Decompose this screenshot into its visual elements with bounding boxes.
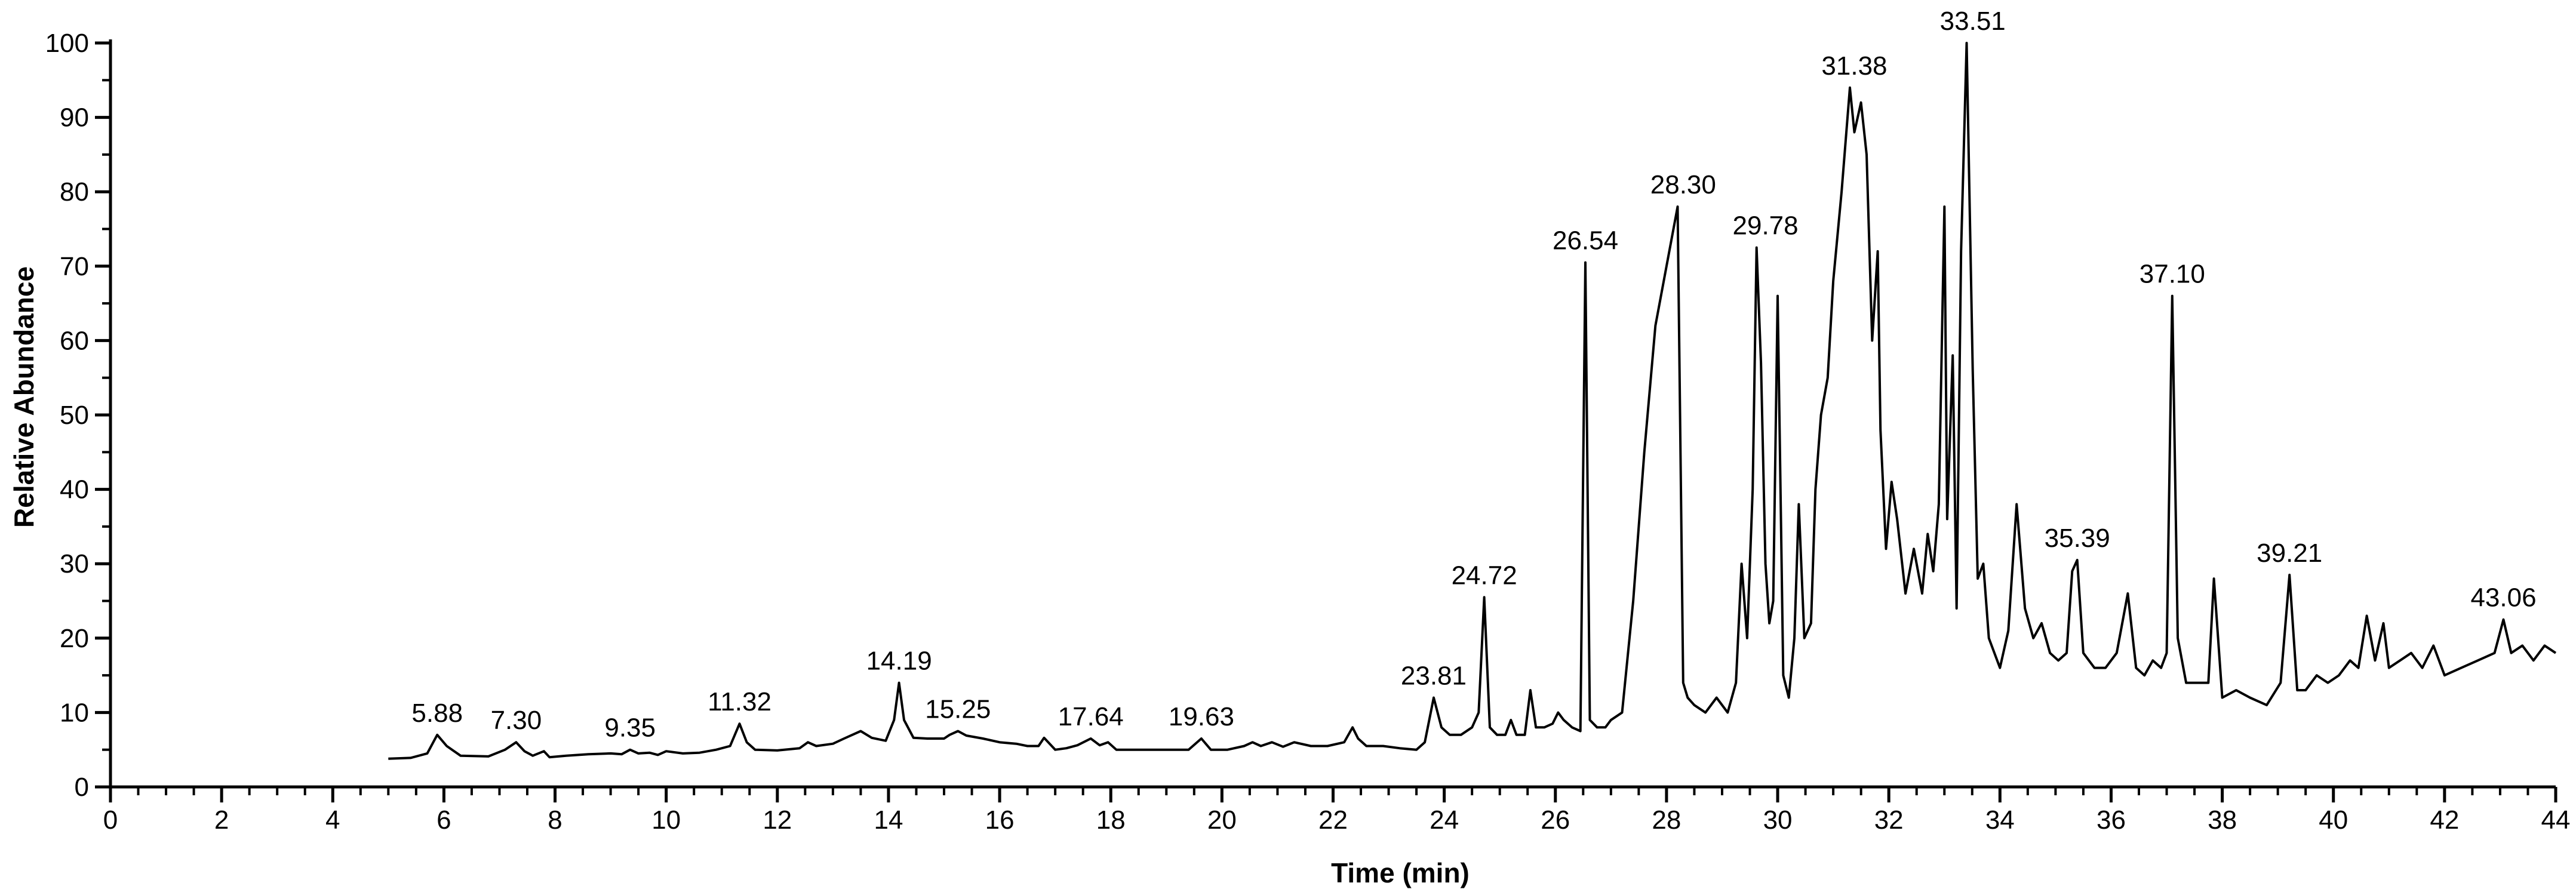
x-tick-label: 28: [1652, 805, 1681, 835]
peak-label: 29.78: [1733, 211, 1799, 241]
x-tick-label: 30: [1763, 805, 1793, 835]
peak-label: 37.10: [2140, 260, 2205, 289]
peak-label: 11.32: [708, 687, 771, 716]
x-tick-label: 24: [1430, 805, 1459, 835]
x-tick-label: 4: [325, 805, 340, 835]
peak-label: 15.25: [925, 695, 991, 724]
x-tick-label: 38: [2208, 805, 2237, 835]
peak-label: 33.51: [1940, 7, 2006, 36]
y-tick-label: 40: [60, 475, 89, 505]
peak-label: 19.63: [1169, 702, 1234, 731]
x-tick-label: 36: [2097, 805, 2126, 835]
peak-label: 14.19: [866, 647, 932, 676]
x-tick-label: 32: [1874, 805, 1904, 835]
y-axis-title: Relative Abundance: [8, 266, 39, 528]
x-tick-label: 40: [2319, 805, 2348, 835]
x-tick-label: 2: [214, 805, 229, 835]
x-tick-label: 6: [436, 805, 451, 835]
y-tick-label: 10: [60, 698, 89, 727]
peak-label: 26.54: [1553, 226, 1618, 256]
y-tick-label: 100: [45, 29, 89, 58]
y-tick-label: 30: [60, 549, 89, 579]
peak-label: 43.06: [2470, 583, 2536, 613]
x-tick-label: 18: [1096, 805, 1126, 835]
peak-label: 9.35: [604, 713, 656, 743]
x-tick-label: 12: [763, 805, 792, 835]
y-tick-label: 50: [60, 401, 89, 430]
x-tick-label: 22: [1318, 805, 1348, 835]
x-tick-label: 0: [103, 805, 118, 835]
peak-label: 28.30: [1650, 170, 1716, 199]
x-tick-label: 16: [985, 805, 1015, 835]
y-tick-label: 80: [60, 177, 89, 207]
x-tick-label: 34: [1985, 805, 2015, 835]
peak-label: 7.30: [491, 706, 542, 735]
x-tick-label: 14: [874, 805, 903, 835]
peak-label: 17.64: [1058, 702, 1124, 731]
peak-label: 31.38: [1821, 51, 1887, 81]
peak-label: 35.39: [2045, 524, 2110, 553]
x-tick-label: 8: [548, 805, 562, 835]
y-tick-label: 20: [60, 624, 89, 653]
x-tick-label: 10: [651, 805, 681, 835]
peak-label: 39.21: [2257, 539, 2322, 568]
y-tick-label: 60: [60, 326, 89, 355]
peak-label: 24.72: [1452, 561, 1517, 590]
x-tick-label: 42: [2430, 805, 2459, 835]
chromatogram-trace: [388, 42, 2557, 760]
x-tick-label: 20: [1207, 805, 1237, 835]
axes: 0 2 4 6 8 10 12 14 16 18 20 22 24 26 28 30 32 34 36 38 40 42 4…: [45, 29, 2571, 835]
y-tick-label: 90: [60, 103, 89, 133]
y-tick-label: 70: [60, 252, 89, 281]
peak-label: 5.88: [411, 699, 463, 728]
plot-area: [388, 42, 2557, 760]
peak-labels: 5.88 7.30 9.35 11.32 14.19 15.25 17.64 19.63 23.…: [411, 7, 2536, 743]
peak-label: 23.81: [1401, 661, 1467, 690]
x-tick-label: 44: [2541, 805, 2571, 835]
x-tick-label: 26: [1541, 805, 1570, 835]
x-axis-title: Time (min): [1331, 857, 1470, 888]
y-tick-label: 0: [75, 773, 89, 802]
